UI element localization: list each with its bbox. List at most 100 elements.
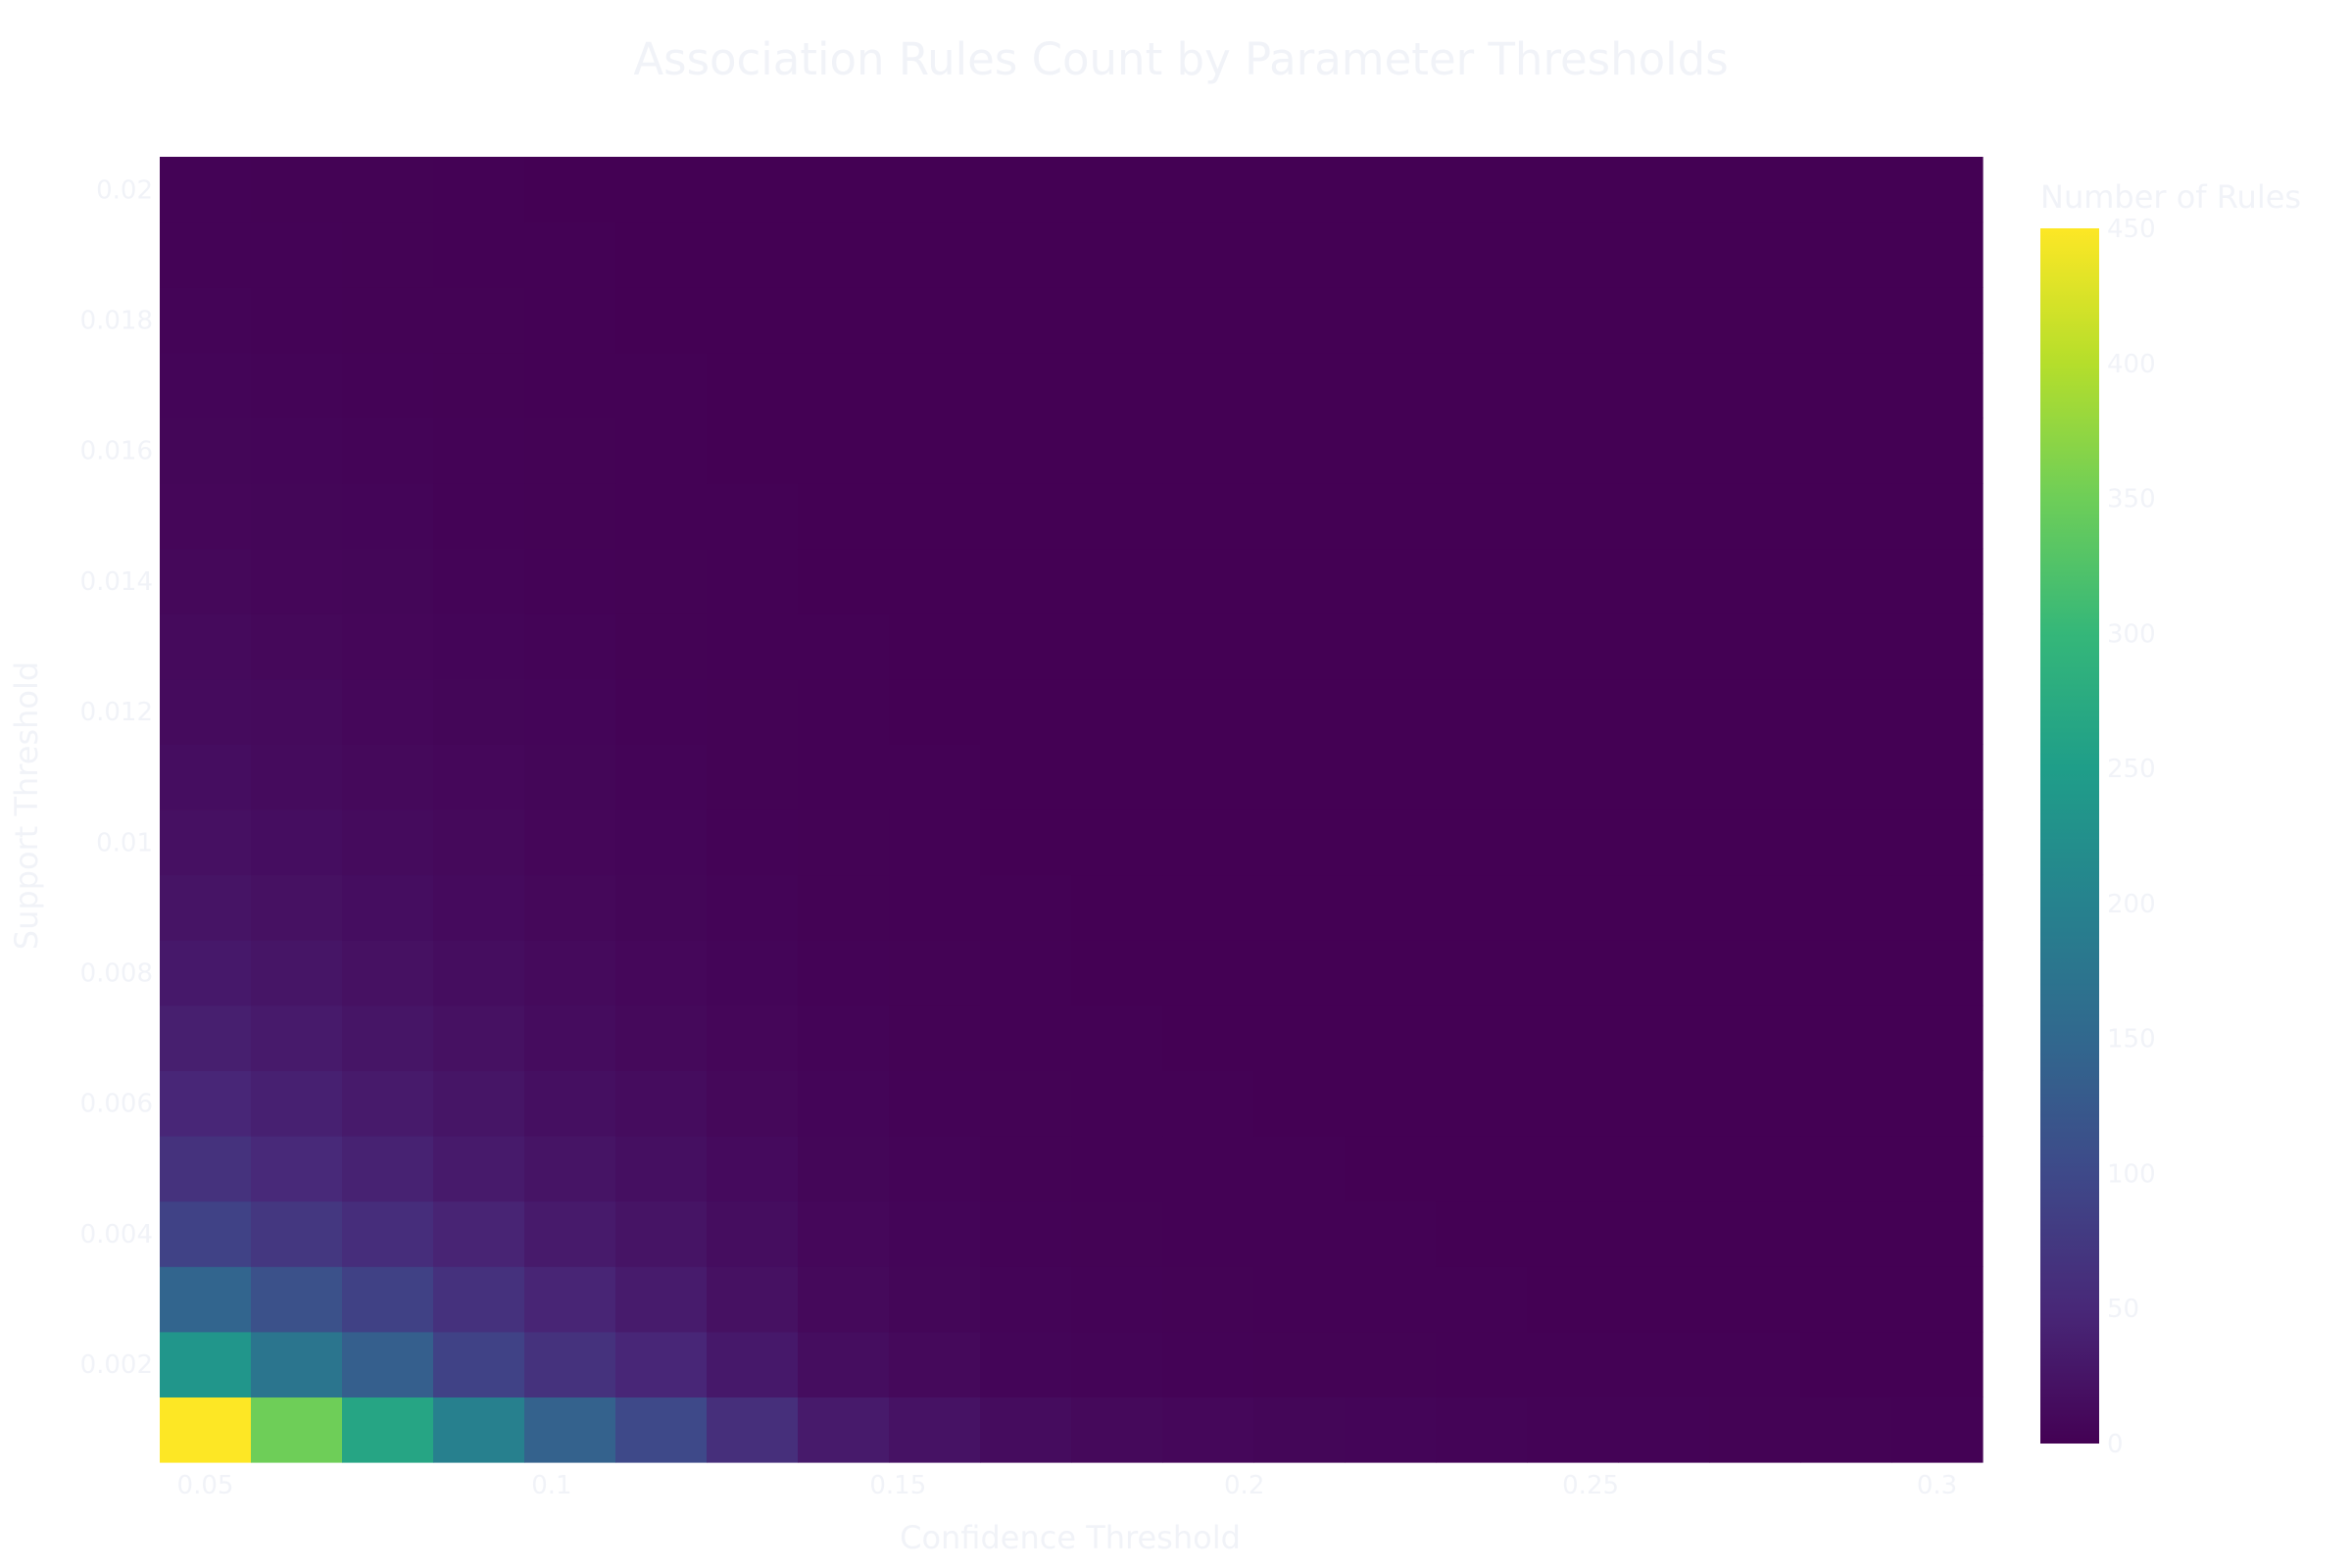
heatmap-cell (1071, 1136, 1163, 1202)
heatmap-cell (798, 678, 890, 745)
heatmap-cell (889, 352, 981, 418)
heatmap-cell (615, 157, 708, 223)
heatmap-cell (1527, 483, 1619, 550)
heatmap-cell (798, 417, 890, 484)
heatmap-cell (1527, 940, 1619, 1006)
heatmap-cell (1891, 1070, 1984, 1137)
heatmap-cell (707, 548, 799, 614)
heatmap-cell (1436, 874, 1528, 941)
heatmap-cell (342, 483, 434, 550)
heatmap-cell (251, 1136, 343, 1202)
heatmap-cell (160, 1396, 252, 1463)
heatmap-cell (524, 352, 616, 418)
heatmap-cell (1800, 221, 1892, 288)
heatmap-cell (1345, 548, 1437, 614)
heatmap-cell (1162, 1266, 1254, 1333)
heatmap-cell (524, 483, 616, 550)
heatmap-cell (1527, 613, 1619, 680)
y-tick-label: 0.02 (96, 175, 153, 205)
heatmap-cell (1071, 548, 1163, 614)
heatmap-cell (524, 744, 616, 810)
heatmap-cell (1345, 1004, 1437, 1071)
y-tick-label: 0.004 (80, 1220, 153, 1250)
heatmap-cell (1162, 1396, 1254, 1463)
heatmap-cell (433, 874, 525, 941)
heatmap-cell (1891, 1266, 1984, 1333)
heatmap-cell (1618, 417, 1710, 484)
heatmap-cell (342, 287, 434, 354)
heatmap-cell (1709, 874, 1801, 941)
y-tick-label: 0.002 (80, 1350, 153, 1380)
heatmap-cell (1345, 1266, 1437, 1333)
heatmap-cell (707, 417, 799, 484)
heatmap-cell (1618, 287, 1710, 354)
heatmap-cell (1618, 157, 1710, 223)
heatmap-cell (1618, 1136, 1710, 1202)
heatmap-cell (1527, 287, 1619, 354)
heatmap-cell (1162, 352, 1254, 418)
heatmap-cell (1253, 940, 1346, 1006)
heatmap-cell (798, 874, 890, 941)
heatmap-cell (1618, 352, 1710, 418)
heatmap-cell (1436, 548, 1528, 614)
heatmap-cell (798, 744, 890, 810)
heatmap-cell (1891, 1136, 1984, 1202)
heatmap-cell (1162, 1331, 1254, 1397)
heatmap-cell (1162, 483, 1254, 550)
heatmap-cell (251, 809, 343, 876)
heatmap-cell (160, 352, 252, 418)
heatmap-cell (1709, 1331, 1801, 1397)
heatmap-cell (1618, 221, 1710, 288)
heatmap-cell (1071, 874, 1163, 941)
heatmap-cell (707, 157, 799, 223)
heatmap-cell (251, 287, 343, 354)
heatmap-cell (1800, 483, 1892, 550)
colorbar-ticks: 0 50 100 150 200 250 300 350 400 450 (2107, 215, 2156, 1459)
colorbar-tick-label: 50 (2107, 1295, 2139, 1324)
heatmap-cell (524, 1396, 616, 1463)
colorbar-tick-label: 150 (2107, 1025, 2156, 1054)
heatmap-cell (615, 1070, 708, 1137)
heatmap-cell (889, 157, 981, 223)
heatmap-cell (1162, 744, 1254, 810)
heatmap-cell (251, 1004, 343, 1071)
heatmap-cell (1709, 1070, 1801, 1137)
colorbar: Number of Rules 0 50 100 150 200 250 300 350 400… (2040, 178, 2301, 1459)
heatmap-cell (1253, 1136, 1346, 1202)
heatmap-cell (1071, 157, 1163, 223)
heatmap-cell (1345, 1396, 1437, 1463)
heatmap-cell (251, 613, 343, 680)
heatmap-cell (1071, 1331, 1163, 1397)
heatmap-cell (160, 678, 252, 745)
colorbar-tick-label: 400 (2107, 350, 2156, 379)
heatmap-cell (1071, 744, 1163, 810)
heatmap-cell (524, 1070, 616, 1137)
heatmap-cell (980, 1070, 1072, 1137)
heatmap-cell (889, 809, 981, 876)
heatmap-cell (1436, 157, 1528, 223)
heatmap-cell (342, 678, 434, 745)
heatmap-cell (1527, 221, 1619, 288)
heatmap-cell (1800, 417, 1892, 484)
heatmap-cell (1071, 1004, 1163, 1071)
heatmap-cell (1709, 1200, 1801, 1267)
heatmap-cell (1345, 417, 1437, 484)
heatmap-cell (433, 352, 525, 418)
heatmap-cell (1345, 613, 1437, 680)
colorbar-tick-label: 200 (2107, 890, 2156, 919)
heatmap-cell (1527, 678, 1619, 745)
heatmap-cell (889, 874, 981, 941)
heatmap-cell (1436, 613, 1528, 680)
heatmap-cell (980, 809, 1072, 876)
heatmap-cell (707, 613, 799, 680)
heatmap-cell (615, 678, 708, 745)
heatmap-cell (524, 287, 616, 354)
heatmap-cell (1162, 613, 1254, 680)
heatmap-cell (524, 678, 616, 745)
heatmap-cell (1709, 352, 1801, 418)
heatmap-cell (1345, 157, 1437, 223)
heatmap-cell (615, 613, 708, 680)
heatmap-cell (433, 1070, 525, 1137)
heatmap-cell (1709, 157, 1801, 223)
heatmap-cell (160, 548, 252, 614)
